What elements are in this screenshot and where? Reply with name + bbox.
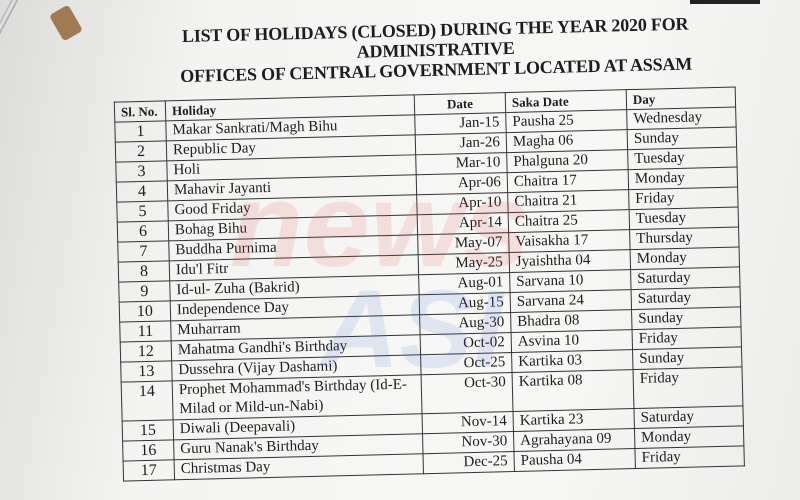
cell-date: Aug-15 [419,292,511,315]
cell-sl-no: 9 [118,280,171,303]
cell-sl-no: 2 [115,140,167,163]
cell-saka-date: Kartika 08 [512,369,634,412]
cell-sl-no: 15 [122,419,174,442]
cell-day: Monday [628,166,738,190]
holiday-table: Sl. No. Holiday Date Saka Date Day 1 Maka… [114,86,745,482]
cell-sl-no: 8 [118,260,170,283]
cell-holiday: Prophet Mohammad's Birthday (Id-E- Milad … [172,374,423,420]
cell-date: Apr-14 [417,212,509,235]
cell-date: Dec-25 [422,451,515,474]
header-date: Date [414,92,506,115]
cell-sl-no: 5 [116,200,169,223]
header-day: Day [626,86,736,110]
cell-day: Friday [632,326,742,350]
cell-date: Oct-30 [421,372,513,414]
holiday-document: LIST OF HOLIDAYS (CLOSED) DURING THE YEA… [100,12,771,482]
cell-day: Monday [630,246,740,270]
cell-day: Friday [628,186,739,210]
cell-day: Tuesday [627,146,738,170]
cell-date: Oct-02 [420,332,512,355]
cell-sl-no: 13 [120,360,173,383]
cell-sl-no: 4 [116,180,168,203]
cell-sl-no: 11 [119,320,172,343]
cell-date: Jan-15 [414,112,507,135]
header-sl-no: Sl. No. [114,100,166,123]
cell-sl-no: 7 [117,240,170,263]
cell-date: Nov-30 [422,431,514,454]
cell-sl-no: 10 [119,300,171,323]
cell-day: Sunday [627,126,737,150]
cell-sl-no: 16 [122,439,175,462]
cell-day: Saturday [633,405,744,429]
cell-day: Saturday [631,286,741,310]
cell-date: Mar-10 [415,152,508,175]
cell-date: Jan-26 [415,132,507,155]
cell-day: Monday [634,425,744,449]
divider [690,0,760,4]
cell-date: Aug-01 [418,272,511,295]
cell-date: Aug-30 [419,312,512,335]
cell-day: Friday [634,445,745,469]
cell-day: Tuesday [629,206,739,230]
cell-sl-no: 6 [117,220,169,243]
cell-date: Apr-06 [416,172,508,195]
cell-sl-no: 3 [115,160,168,183]
cell-day: Wednesday [626,106,737,130]
cell-day: Sunday [632,346,742,370]
cell-sl-no: 1 [114,120,167,143]
cell-day: Friday [633,366,743,409]
cell-day: Sunday [631,306,741,330]
cell-sl-no: 14 [121,380,174,422]
cell-date: Apr-10 [416,192,509,215]
cell-day: Saturday [630,266,741,290]
cell-date: Nov-14 [422,411,514,434]
cell-day: Thursday [629,226,740,250]
cell-date: Oct-25 [420,352,513,375]
cell-sl-no: 17 [123,459,175,482]
cell-date: May-07 [417,232,510,255]
cell-date: May-25 [418,252,510,275]
cell-saka-date: Pausha 04 [513,448,636,472]
cell-sl-no: 12 [120,340,172,363]
